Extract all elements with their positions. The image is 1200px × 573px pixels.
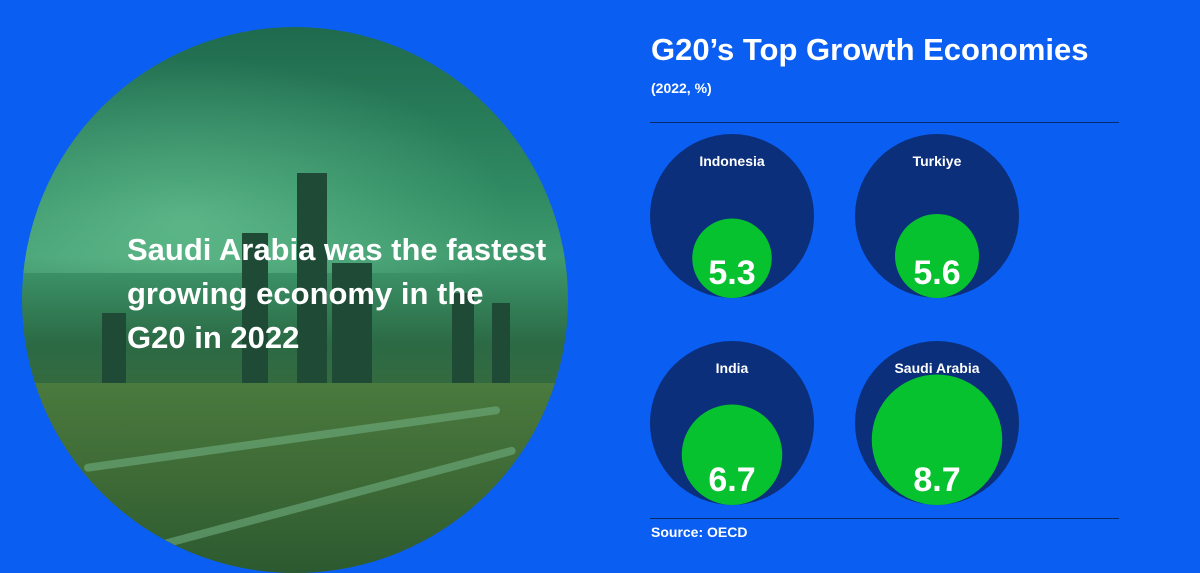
category-label-saudi-arabia: Saudi Arabia (894, 360, 979, 376)
bottom-divider (650, 518, 1119, 519)
top-divider (650, 122, 1119, 123)
chart-subtitle: (2022, %) (651, 80, 712, 96)
riyadh-skyline-photo (22, 27, 568, 573)
value-bubble-turkiye (895, 214, 979, 298)
value-label-saudi-arabia: 8.7 (913, 461, 960, 499)
category-label-indonesia: Indonesia (699, 153, 765, 169)
value-label-turkiye: 5.6 (913, 254, 960, 292)
value-bubble-india (681, 404, 783, 505)
value-bubble-saudi-arabia (871, 374, 1003, 505)
outer-bubble-indonesia (650, 134, 814, 298)
source-note: Source: OECD (651, 524, 748, 540)
value-label-india: 6.7 (708, 461, 755, 499)
chart-title: G20’s Top Growth Economies (651, 32, 1089, 67)
category-label-turkiye: Turkiye (913, 153, 962, 169)
value-label-indonesia: 5.3 (708, 254, 755, 292)
value-bubble-indonesia (692, 218, 772, 298)
headline: Saudi Arabia was the fastest growing eco… (127, 232, 547, 355)
category-label-india: India (716, 360, 749, 376)
